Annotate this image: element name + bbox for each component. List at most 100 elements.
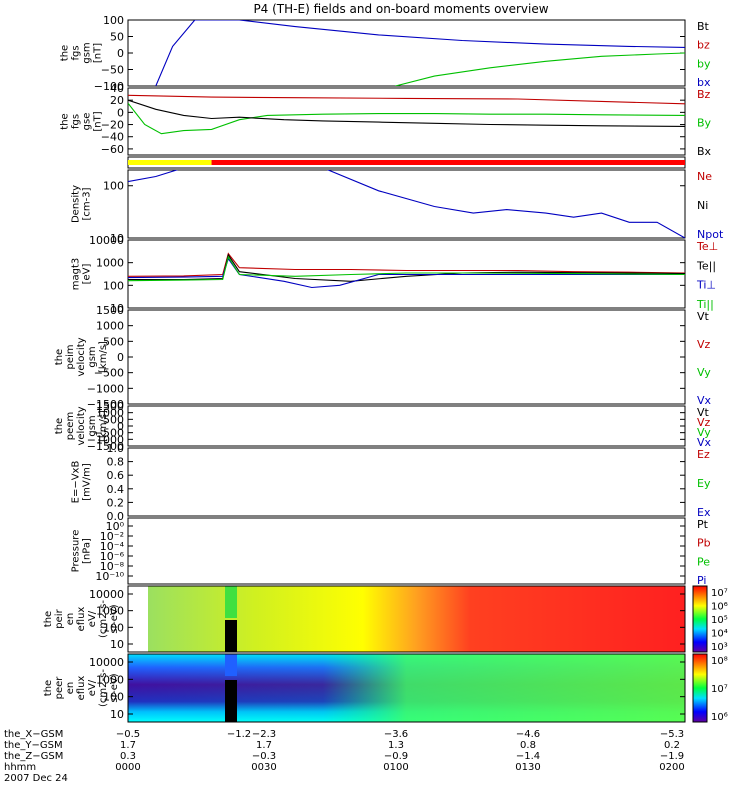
legend-Npot: Npot: [697, 228, 724, 241]
panel-efield: 1.00.80.60.40.20.0 E=−VxB [mV/m] Ez Ey Ex: [71, 442, 711, 523]
x-axis-value: 0200: [659, 762, 684, 773]
y-tick-label: 100: [103, 279, 124, 292]
y-tick-label: 1.0: [107, 442, 125, 455]
series-By: [128, 102, 685, 135]
legend-Vt: Vt: [697, 310, 710, 323]
colorbar: [692, 653, 708, 723]
y-axis-label-line: velocity: [76, 406, 87, 445]
y-axis-label-line: gse: [82, 113, 93, 131]
legend-Ex: Ex: [697, 506, 711, 519]
legend-Pt: Pt: [697, 518, 709, 531]
series-Ti⊥: [128, 257, 685, 289]
mode-bar-segment: [128, 160, 212, 165]
chart-title: P4 (TH-E) fields and on-board moments ov…: [253, 2, 548, 16]
legend-Vx: Vx: [697, 436, 712, 449]
legend-Pi: Pi: [697, 574, 706, 587]
x-axis-value: 0.3: [120, 751, 136, 762]
y-tick-label: 10: [110, 638, 124, 651]
legend-Vt: Vt: [697, 406, 710, 419]
legend-Vy: Vy: [697, 366, 711, 379]
y-tick-label: 0.4: [107, 483, 125, 496]
y-axis-label-line: [nPa]: [82, 538, 93, 564]
y-axis-label-line: Pressure: [71, 530, 82, 573]
y-axis-label-line: gsm: [82, 42, 93, 63]
panel-mode_bar: [127, 156, 686, 169]
y-tick-label: 0: [117, 47, 124, 60]
legend-Te⊥: Te⊥: [696, 240, 718, 253]
spectrogram-burst: [225, 654, 237, 676]
y-tick-label: 10⁻⁸: [100, 560, 125, 573]
electron-spectrogram-overlay: [128, 654, 685, 722]
panel-frame: [127, 585, 686, 653]
y-axis-label: the peer en eflux eV/(cm2-s-sr-eV): [43, 669, 120, 707]
y-tick-label: 10⁰: [106, 520, 125, 533]
series-bx: [155, 20, 685, 86]
x-axis-value: 1.3: [388, 740, 404, 751]
series-Npot: [128, 170, 685, 238]
x-axis-value: 0.2: [664, 740, 680, 751]
spectrogram-gap: [225, 680, 237, 722]
date-label: 2007 Dec 24: [4, 773, 68, 784]
series-Bx: [128, 99, 685, 127]
y-tick-label: −1000: [87, 433, 124, 446]
y-axis-label-line: en: [65, 613, 76, 626]
y-tick-label: 1500: [96, 304, 124, 317]
colorbar-label: 10⁷: [711, 588, 728, 599]
y-tick-label: 1500: [96, 400, 124, 413]
y-axis-label-line: sr-eV): [109, 604, 120, 633]
y-tick-label: −50: [101, 64, 124, 77]
legend-by: by: [697, 57, 711, 70]
y-axis-label-line: velocity: [76, 337, 87, 376]
x-axis-value: −0.5: [116, 729, 140, 740]
y-axis-label-line: [km/s]: [98, 410, 109, 442]
panel-frame: [127, 447, 686, 517]
series-Te||: [128, 253, 685, 282]
y-tick-label: 10⁻⁴: [100, 540, 125, 553]
x-axis-value: −5.3: [660, 729, 684, 740]
legend-Bt: Bt: [697, 20, 710, 33]
y-tick-label: 10: [110, 302, 124, 315]
colorbar-label: 10⁸: [711, 656, 728, 667]
legend-Pb: Pb: [697, 537, 711, 550]
y-tick-label: 40: [110, 82, 124, 95]
y-tick-label: 500: [103, 335, 124, 348]
y-tick-label: 0.6: [107, 469, 125, 482]
y-tick-label: 0.2: [107, 496, 125, 509]
y-tick-label: 1000: [96, 407, 124, 420]
panel-peim_velocity: 1500 1000 500 0 −500 −1000 −1500 the peim velocit…: [54, 304, 712, 411]
y-axis-label-line: the: [43, 680, 54, 696]
y-tick-label: 10: [110, 232, 124, 245]
legend-Ni: Ni: [697, 199, 708, 212]
x-axis-row-label: hhmm: [4, 762, 36, 773]
legend-Vz: Vz: [697, 338, 711, 351]
y-axis-label: the peim velocity gsm [km/s]: [54, 337, 109, 376]
y-tick-label: −500: [94, 427, 124, 440]
legend-Pe: Pe: [697, 555, 710, 568]
y-tick-label: 0: [117, 351, 124, 364]
colorbar: [692, 585, 708, 653]
spectrogram-burst: [225, 586, 237, 618]
legend-Te||: Te||: [696, 259, 716, 272]
legend-bx: bx: [697, 76, 711, 89]
y-axis-label-line: peer: [54, 676, 65, 700]
y-axis-label-line: (cm2-s-: [98, 600, 109, 638]
panel-density: 100 10 Density [cm-3] Ne Ni Npot: [71, 169, 724, 245]
x-axis-value: −2.3: [252, 729, 276, 740]
y-tick-label: 100: [103, 691, 124, 704]
y-axis-label-line: [eV]: [82, 264, 93, 285]
y-tick-label: 0.8: [107, 456, 125, 469]
colorbar-label: 10⁷: [711, 684, 728, 695]
y-axis-label: the fgs gse [nT]: [60, 111, 104, 131]
y-axis-label-line: the: [54, 418, 65, 434]
colorbar-label: 10⁴: [711, 629, 728, 640]
mode-bar-segment: [211, 160, 686, 165]
y-axis-label-line: [cm-3]: [82, 187, 93, 220]
colorbar-label: 10⁵: [711, 615, 728, 626]
legend-Ne: Ne: [697, 170, 712, 183]
y-axis-label-line: en: [65, 682, 76, 695]
panel-magt3: 10000 1000 100 10 magt3 [eV] Te⊥ Te|| Ti⊥ Ti||: [71, 234, 719, 315]
y-tick-label: 10000: [89, 234, 124, 247]
